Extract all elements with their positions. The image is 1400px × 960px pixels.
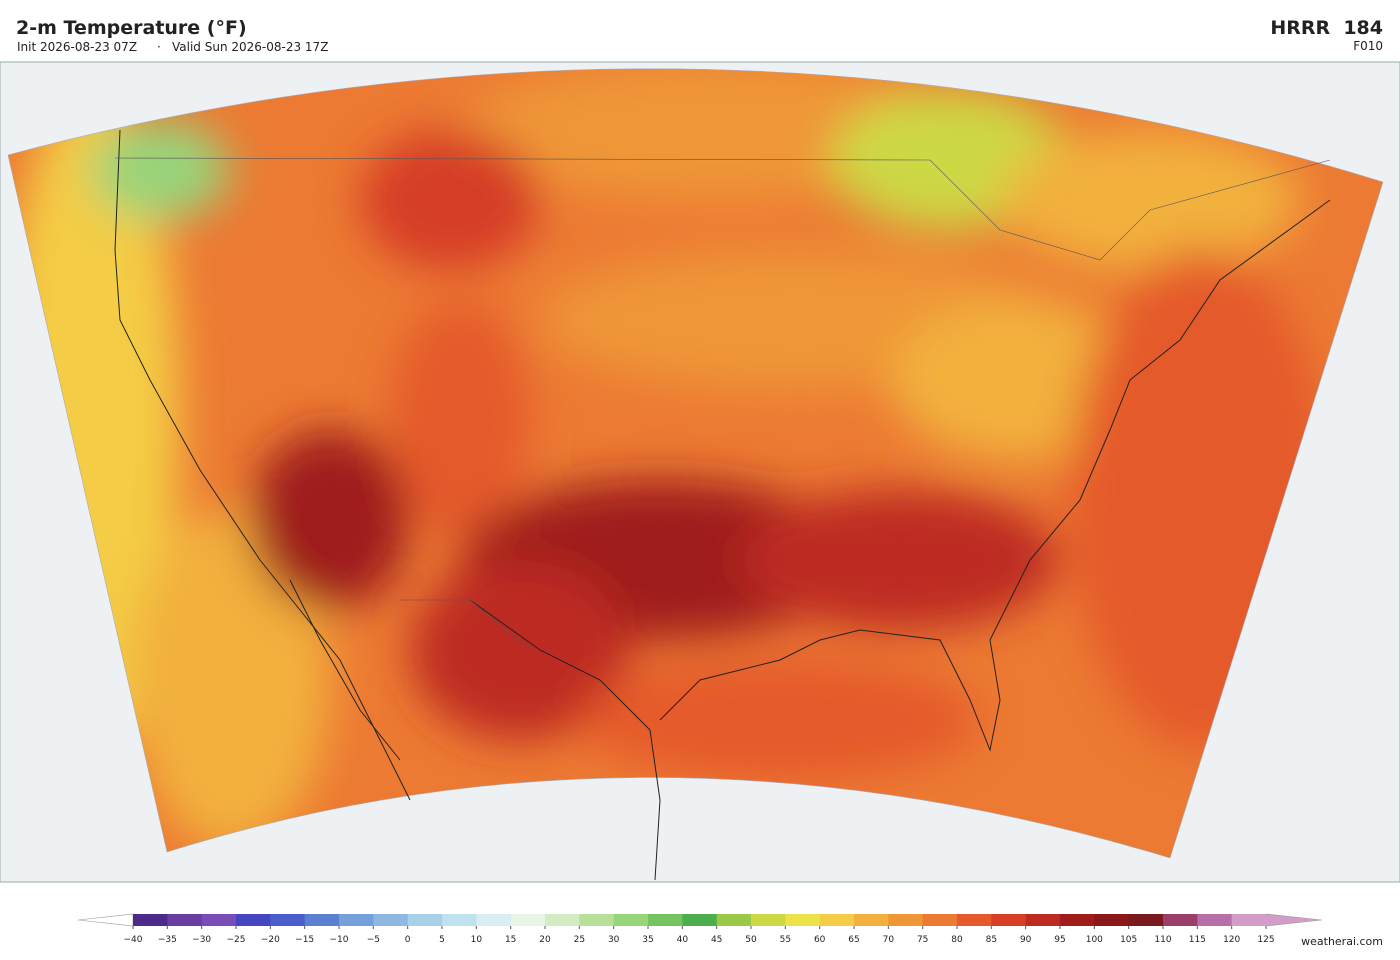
colorbar-segment bbox=[854, 914, 889, 926]
colorbar-tick-label: 55 bbox=[780, 935, 791, 945]
colorbar-tick-label: 30 bbox=[608, 935, 620, 945]
colorbar-tick-label: 90 bbox=[1020, 935, 1032, 945]
colorbar-tick-label: 115 bbox=[1189, 935, 1206, 945]
colorbar-segment bbox=[304, 914, 340, 926]
colorbar-segment bbox=[1231, 914, 1267, 926]
colorbar-segment bbox=[476, 914, 512, 926]
colorbar-tick-label: 85 bbox=[986, 935, 997, 945]
colorbar-tick-label: 40 bbox=[677, 935, 689, 945]
colorbar-segment bbox=[167, 914, 203, 926]
colorbar-segment bbox=[133, 914, 168, 926]
coastlines bbox=[114, 129, 1331, 881]
colorbar-tick-label: 5 bbox=[439, 935, 445, 945]
colorbar-segment bbox=[1128, 914, 1164, 926]
colorbar-tick-label: −35 bbox=[158, 935, 177, 945]
colorbar-tick-label: 80 bbox=[951, 935, 963, 945]
colorbar-tick-label: 35 bbox=[642, 935, 653, 945]
colorbar-segment bbox=[442, 914, 477, 926]
colorbar-segment bbox=[716, 914, 752, 926]
colorbar-tick-label: 110 bbox=[1154, 935, 1171, 945]
colorbar-tick-label: 120 bbox=[1223, 935, 1240, 945]
colorbar-segment bbox=[339, 914, 374, 926]
colorbar-segment bbox=[407, 914, 443, 926]
colorbar-segment bbox=[1163, 914, 1198, 926]
borders bbox=[114, 157, 1331, 651]
colorbar-tick-label: 125 bbox=[1257, 935, 1274, 945]
colorbar-tick-label: −5 bbox=[367, 935, 380, 945]
watermark: weatherai.com bbox=[1301, 935, 1383, 948]
colorbar-segment bbox=[751, 914, 786, 926]
colorbar-segment bbox=[270, 914, 306, 926]
colorbar-tick-label: −30 bbox=[192, 935, 211, 945]
colorbar-segment bbox=[545, 914, 580, 926]
colorbar-segment bbox=[579, 914, 615, 926]
colorbar-under bbox=[77, 913, 134, 927]
separator: · bbox=[157, 40, 161, 54]
colorbar-tick-label: −10 bbox=[330, 935, 349, 945]
colorbar-over bbox=[1265, 913, 1323, 927]
colorbar-tick-label: −40 bbox=[124, 935, 143, 945]
colorbar-segment bbox=[957, 914, 992, 926]
colorbar-segment bbox=[1025, 914, 1061, 926]
colorbar-segment bbox=[888, 914, 924, 926]
colorbar-tick-label: 100 bbox=[1086, 935, 1103, 945]
colorbar-tick-label: 0 bbox=[405, 935, 411, 945]
colorbar-segment bbox=[510, 914, 546, 926]
colorbar-segment bbox=[1060, 914, 1095, 926]
colorbar-segment bbox=[613, 914, 649, 926]
colorbar-tick-label: −15 bbox=[295, 935, 314, 945]
colorbar-tick-label: 70 bbox=[883, 935, 895, 945]
colorbar-tick-label: 20 bbox=[539, 935, 551, 945]
colorbar-tick-label: 25 bbox=[574, 935, 585, 945]
colorbar-tick-label: 105 bbox=[1120, 935, 1137, 945]
colorbar-tick-label: 65 bbox=[848, 935, 859, 945]
model-domain-outline bbox=[7, 68, 1384, 859]
colorbar-segment bbox=[785, 914, 821, 926]
colorbar-segment bbox=[236, 914, 271, 926]
colorbar-tick-label: 95 bbox=[1054, 935, 1065, 945]
colorbar-tick-label: −25 bbox=[227, 935, 246, 945]
colorbar-tick-label: 15 bbox=[505, 935, 516, 945]
colorbar-segment bbox=[1094, 914, 1130, 926]
colorbar-segment bbox=[922, 914, 958, 926]
colorbar-segment bbox=[373, 914, 409, 926]
colorbar-segment bbox=[648, 914, 683, 926]
colorbar: −40 −35 −30 −25 −20 −15 −10 −5 0 5 10 15 20 25 30 35 40 4… bbox=[77, 913, 1323, 945]
colorbar-tick-label: 75 bbox=[917, 935, 928, 945]
temperature-field bbox=[8, 68, 1383, 858]
colorbar-tick-label: 50 bbox=[745, 935, 757, 945]
model-label: HRRR 184 bbox=[1270, 17, 1383, 39]
colorbar-segment bbox=[682, 914, 718, 926]
init-time: Init 2026-08-23 07Z bbox=[17, 40, 137, 54]
valid-time: Valid Sun 2026-08-23 17Z bbox=[172, 40, 328, 54]
colorbar-segment bbox=[819, 914, 855, 926]
forecast-hour: F010 bbox=[1353, 39, 1383, 53]
colorbar-tick-label: 10 bbox=[471, 935, 483, 945]
colorbar-segment bbox=[1197, 914, 1233, 926]
colorbar-tick-label: −20 bbox=[261, 935, 280, 945]
title: 2-m Temperature (°F) bbox=[16, 17, 247, 39]
colorbar-segment bbox=[201, 914, 237, 926]
colorbar-tick-label: 45 bbox=[711, 935, 722, 945]
colorbar-tick-label: 60 bbox=[814, 935, 826, 945]
colorbar-segment bbox=[991, 914, 1027, 926]
